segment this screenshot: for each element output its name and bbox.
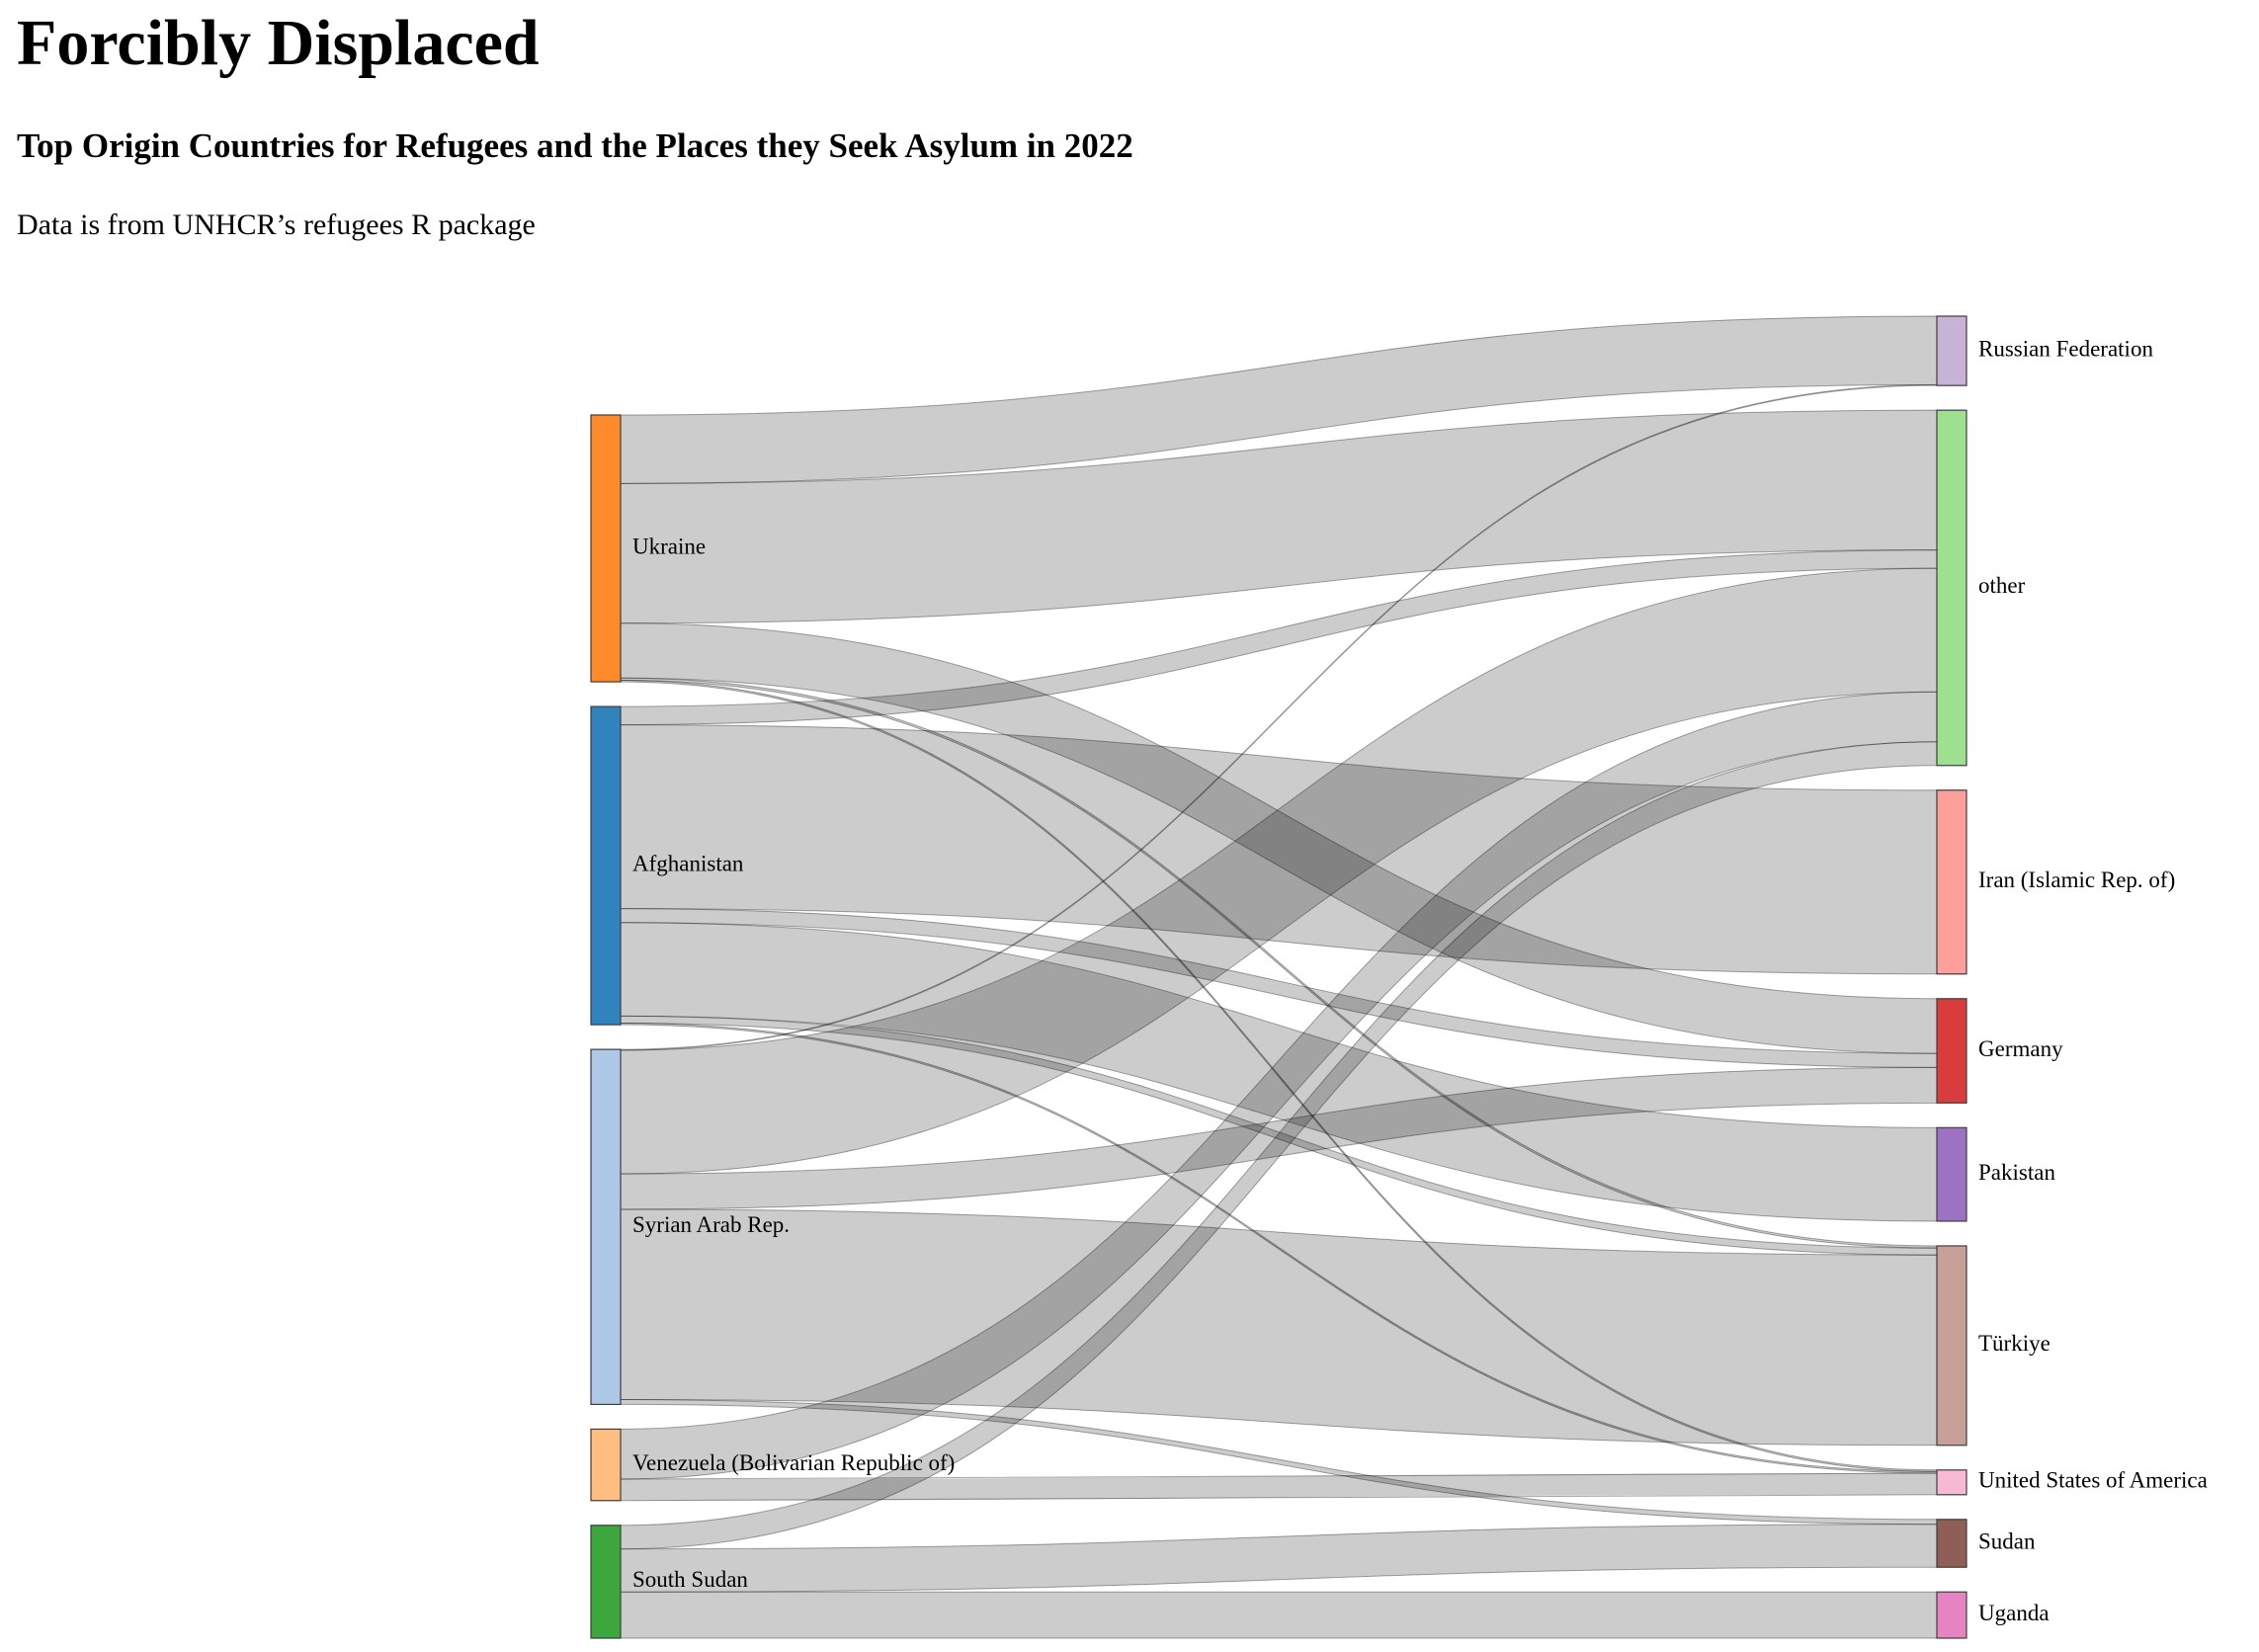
destination-node-united-states-of-america <box>1936 1469 1967 1496</box>
link-venezuela-bolivarian-republic-of-to-united-states-of-america <box>620 1472 1938 1502</box>
source-node-ukraine <box>590 414 622 683</box>
destination-node-other <box>1936 409 1967 767</box>
destination-node-t-rkiye <box>1936 1245 1967 1446</box>
destination-label-uganda: Uganda <box>1978 1601 2050 1625</box>
source-node-syrian-arab-rep <box>590 1048 622 1406</box>
labels-layer: Ukraine Afghanistan Syrian Arab Rep. Venezu… <box>632 336 2208 1625</box>
source-label-south-sudan: South Sudan <box>632 1567 748 1592</box>
chart-caption: Data is from UNHCR’s refugees R package <box>17 208 536 241</box>
destination-node-pakistan <box>1936 1126 1967 1222</box>
source-label-venezuela-bolivarian-republic-of: Venezuela (Bolivarian Republic of) <box>632 1450 955 1475</box>
chart-subtitle: Top Origin Countries for Refugees and th… <box>17 126 1133 165</box>
destination-label-germany: Germany <box>1978 1036 2063 1061</box>
destination-node-russian-federation <box>1936 315 1967 386</box>
destination-node-uganda <box>1936 1591 1967 1639</box>
nodes-layer <box>590 315 1967 1639</box>
destination-node-germany <box>1936 998 1967 1104</box>
destination-label-t-rkiye: Türkiye <box>1978 1331 2050 1356</box>
source-node-afghanistan <box>590 705 622 1026</box>
source-label-afghanistan: Afghanistan <box>632 851 744 875</box>
destination-node-iran-islamic-rep-of <box>1936 789 1967 975</box>
destination-label-russian-federation: Russian Federation <box>1978 336 2153 361</box>
destination-label-iran-islamic-rep-of: Iran (Islamic Rep. of) <box>1978 867 2175 892</box>
chart-title: Forcibly Displaced <box>17 7 540 79</box>
destination-label-united-states-of-america: United States of America <box>1978 1468 2208 1493</box>
destination-label-other: other <box>1978 573 2026 598</box>
link-south-sudan-to-uganda <box>620 1591 1938 1639</box>
source-label-syrian-arab-rep: Syrian Arab Rep. <box>632 1212 790 1237</box>
source-node-venezuela-bolivarian-republic-of <box>590 1428 622 1502</box>
destination-label-pakistan: Pakistan <box>1978 1160 2055 1185</box>
link-south-sudan-to-sudan <box>620 1524 1938 1593</box>
source-label-ukraine: Ukraine <box>632 534 706 558</box>
source-node-south-sudan <box>590 1525 622 1639</box>
destination-node-sudan <box>1936 1519 1967 1568</box>
links-layer <box>620 315 1938 1639</box>
destination-label-sudan: Sudan <box>1978 1528 2036 1553</box>
